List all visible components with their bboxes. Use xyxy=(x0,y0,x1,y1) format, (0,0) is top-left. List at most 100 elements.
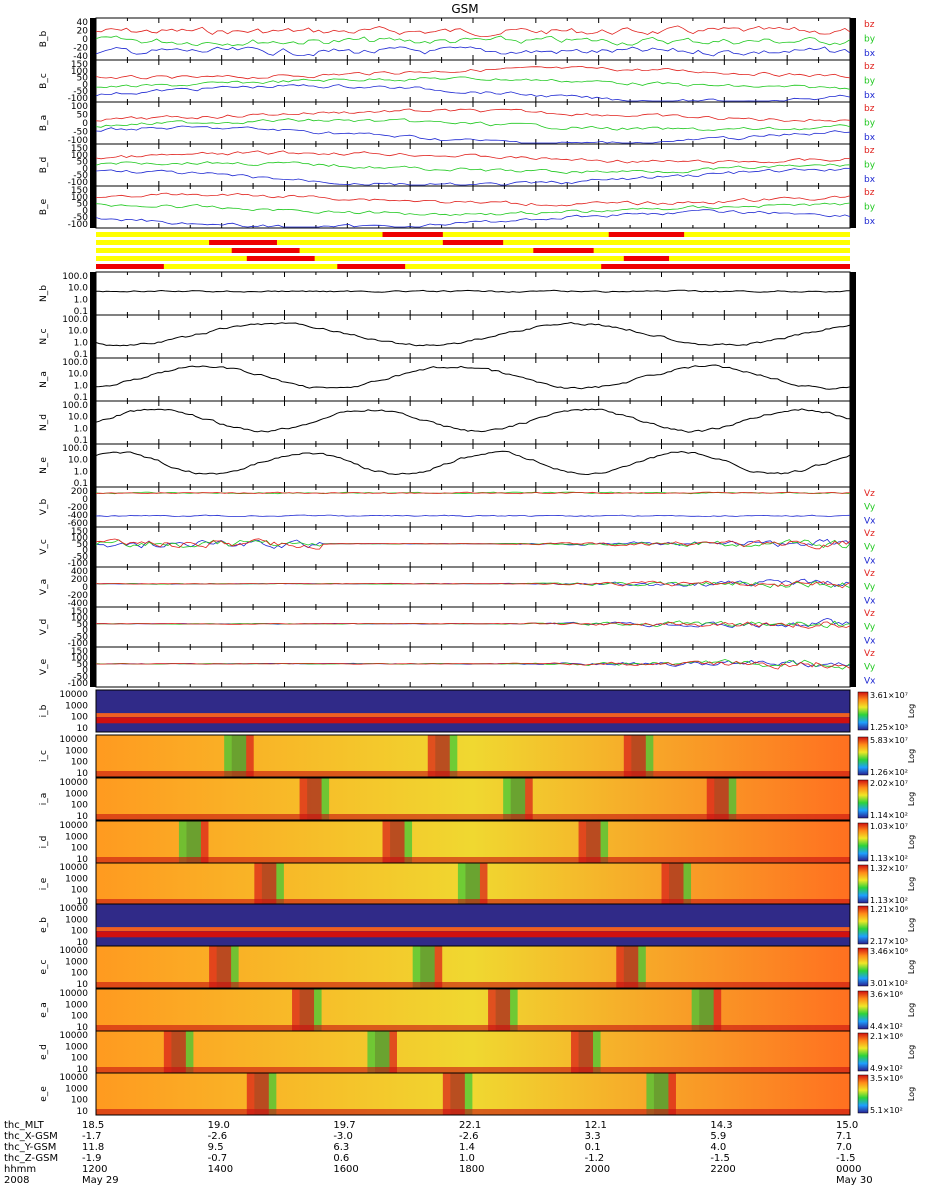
panel-edge-left xyxy=(90,272,96,315)
y-tick-label: -50 xyxy=(73,673,88,683)
y-axis-label: B_a xyxy=(39,115,49,131)
y-tick-label: 10000 xyxy=(59,735,88,745)
y-axis-label: B_c xyxy=(39,73,49,89)
y-tick-label: 100.0 xyxy=(62,315,88,325)
b-trace xyxy=(95,118,851,131)
legend-vx: Vx xyxy=(864,636,876,646)
y-tick-label: 1.0 xyxy=(74,381,89,391)
colorbar-label: Log xyxy=(907,792,916,806)
state-bar-red xyxy=(246,256,315,261)
y-tick-label: 10.0 xyxy=(68,370,88,380)
y-axis-label: N_a xyxy=(39,371,49,388)
y-tick-label: 100 xyxy=(71,1096,88,1106)
y-tick-label: -100 xyxy=(68,639,89,649)
b-trace xyxy=(95,209,851,228)
x-axis-value: 1800 xyxy=(459,1164,484,1175)
y-tick-label: 100 xyxy=(71,801,88,811)
y-tick-label: 100 xyxy=(71,151,88,161)
x-axis-value: -3.0 xyxy=(333,1131,353,1142)
spectrogram-feature xyxy=(299,778,322,820)
legend-by: by xyxy=(864,203,876,213)
y-tick-label: -50 xyxy=(73,171,88,181)
colorbar xyxy=(857,947,869,987)
y-axis-label: i_e xyxy=(39,877,49,890)
legend-vy: Vy xyxy=(864,663,876,673)
colorbar-label: Log xyxy=(907,1003,916,1017)
b-trace xyxy=(95,25,851,38)
y-tick-label: 100.0 xyxy=(62,444,88,454)
state-bar-red xyxy=(623,256,670,261)
y-tick-label: 0.1 xyxy=(74,350,88,360)
x-axis-value: 2200 xyxy=(710,1164,735,1175)
v-panel-V_d xyxy=(95,606,851,648)
x-axis-row-label: thc_MLT xyxy=(4,1120,45,1131)
spectrogram-band xyxy=(96,771,850,777)
y-axis-label: V_b xyxy=(39,499,49,516)
spectrogram-feature xyxy=(488,989,511,1031)
x-axis-row-label: thc_Y-GSM xyxy=(4,1142,56,1153)
colorbar-min: 1.14×10² xyxy=(870,811,908,820)
y-tick-label: 100 xyxy=(71,927,88,937)
legend-bz: bz xyxy=(864,20,875,30)
y-tick-label: 0 xyxy=(82,206,88,216)
y-tick-label: 50 xyxy=(77,74,89,84)
legend-bx: bx xyxy=(864,91,876,101)
y-tick-label: 0 xyxy=(82,583,88,593)
density-trace xyxy=(95,450,851,476)
x-axis-value: 11.8 xyxy=(82,1142,104,1153)
spectrogram-feature xyxy=(503,778,526,820)
density-trace xyxy=(95,321,851,347)
panel-edge-left xyxy=(90,102,96,144)
colorbar xyxy=(857,990,869,1030)
spectrogram-feature xyxy=(571,1031,594,1073)
velocity-trace xyxy=(95,514,851,518)
y-tick-label: 0 xyxy=(82,495,88,505)
y-tick-label: -20 xyxy=(73,44,88,54)
y-tick-label: 1000 xyxy=(65,915,88,925)
x-axis-row-label: thc_X-GSM xyxy=(4,1131,58,1142)
x-axis-value: -0.7 xyxy=(208,1153,228,1164)
x-axis-row-label: hhmm xyxy=(4,1164,36,1175)
colorbar-label: Log xyxy=(907,704,916,718)
spectrogram-band xyxy=(96,713,850,718)
y-tick-label: 10 xyxy=(77,812,89,822)
colorbar-max: 3.61×10⁷ xyxy=(870,691,908,700)
spectrogram-feature xyxy=(178,821,201,863)
y-tick-label: 400 xyxy=(71,567,88,577)
colorbar-min: 1.25×10³ xyxy=(870,723,908,732)
y-tick-label: -50 xyxy=(73,128,88,138)
b-trace xyxy=(95,192,851,207)
spectrogram-band xyxy=(96,1067,850,1073)
y-axis-label: V_c xyxy=(39,539,49,555)
state-bar-red xyxy=(96,264,164,269)
y-tick-label: 200 xyxy=(71,575,88,585)
colorbar xyxy=(857,691,869,731)
colorbar-max: 1.03×10⁷ xyxy=(870,822,908,831)
panel-edge-right xyxy=(850,647,856,687)
panel-edge-right xyxy=(850,272,856,315)
y-tick-label: -100 xyxy=(68,679,89,689)
x-axis-value: May 30 xyxy=(836,1175,873,1186)
n-panel-N_c xyxy=(95,314,851,359)
panel-edge-right xyxy=(850,527,856,567)
spectrogram-band xyxy=(96,717,850,724)
spectrogram-feature xyxy=(367,1031,390,1073)
y-tick-label: 10 xyxy=(77,897,89,907)
panel-edge-right xyxy=(850,315,856,358)
y-tick-label: 50 xyxy=(77,660,89,670)
y-tick-label: -50 xyxy=(73,87,88,97)
y-tick-label: -200 xyxy=(68,503,89,513)
colorbar xyxy=(857,822,869,862)
spectrogram-band xyxy=(96,931,850,938)
colorbar-label: Log xyxy=(907,749,916,763)
legend-vx: Vx xyxy=(864,556,876,566)
y-tick-label: 0 xyxy=(82,164,88,174)
y-tick-label: 10000 xyxy=(59,946,88,956)
b-trace xyxy=(95,161,851,174)
panel-edge-right xyxy=(850,607,856,647)
legend-vz: Vz xyxy=(864,489,875,499)
y-tick-label: 0 xyxy=(82,35,88,45)
b-trace xyxy=(95,65,851,80)
x-axis-row-label: 2008 xyxy=(4,1175,29,1186)
x-axis-value: 0.1 xyxy=(585,1142,601,1153)
